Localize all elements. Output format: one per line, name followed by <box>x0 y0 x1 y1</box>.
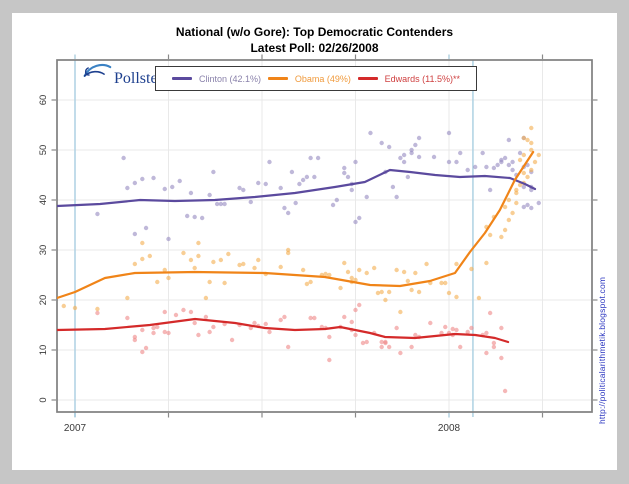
data-marks <box>57 125 541 394</box>
gridlines <box>57 60 592 417</box>
page-subtitle: Latest Poll: 02/26/2008 <box>250 41 379 55</box>
axis-tick-labels: 0 10 20 30 40 50 60 2007 2008 <box>38 95 461 434</box>
y-tick-label: 30 <box>38 245 49 256</box>
legend-box: Clinton (42.1%) Obama (49%) Edwards (11.… <box>155 66 477 91</box>
y-tick-label: 0 <box>38 397 49 402</box>
edwards-points-group <box>95 302 508 394</box>
blog-url-vertical[interactable]: http://politicalarithmetik.blogspot.com <box>597 276 607 424</box>
legend-label-clinton: Clinton (42.1%) <box>199 73 262 84</box>
clinton-points-group <box>95 130 541 242</box>
y-tick-label: 20 <box>38 295 49 306</box>
x-tick-label: 2008 <box>438 423 461 434</box>
chart-titles: National (w/o Gore): Top Democratic Cont… <box>10 24 619 56</box>
legend-item-clinton: Clinton (42.1%) <box>172 74 261 84</box>
y-tick-label: 60 <box>38 95 49 106</box>
legend-line-swatch-edwards <box>357 77 378 80</box>
obama-trend-line <box>57 150 535 300</box>
edwards-trend-line <box>57 317 510 344</box>
legend-line-swatch-clinton <box>172 77 192 80</box>
y-tick-label: 50 <box>38 145 49 156</box>
page-title: National (w/o Gore): Top Democratic Cont… <box>175 25 454 39</box>
obama-points-group <box>61 125 541 315</box>
axis-ticks <box>51 54 598 418</box>
logo-name: Pollster <box>114 70 163 87</box>
y-tick-label: 10 <box>38 345 49 356</box>
plot-border <box>56 59 593 413</box>
legend-label-edwards: Edwards (11.5%)** <box>384 73 460 84</box>
y-tick-label: 40 <box>38 195 49 206</box>
legend-item-obama: Obama (49%) <box>267 73 351 84</box>
pollster-swoosh-icon <box>82 61 112 87</box>
legend-line-swatch-obama <box>267 77 288 80</box>
clinton-trend-line <box>57 168 537 208</box>
legend-label-obama: Obama (49%) <box>294 73 351 84</box>
x-tick-label: 2007 <box>64 423 87 434</box>
legend-item-edwards: Edwards (11.5%)** <box>357 73 460 84</box>
